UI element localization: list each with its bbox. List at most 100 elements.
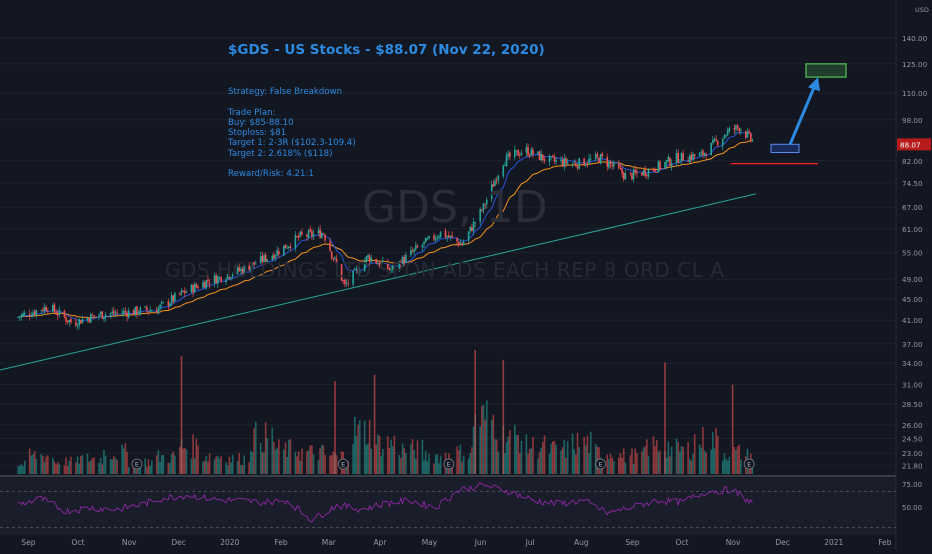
volume-bar [712, 431, 714, 474]
volume-bar [228, 456, 231, 474]
trade-plan-line: Strategy: False Breakdown [228, 87, 343, 97]
volume-bar [109, 459, 112, 474]
volume-bar [23, 460, 26, 474]
volume-bar [217, 455, 219, 474]
candle [63, 310, 66, 317]
volume-bar [583, 437, 585, 474]
y-tick-label: 67.00 [902, 203, 923, 212]
candle [745, 130, 747, 138]
volume-bar [644, 446, 646, 474]
volume-bar [329, 455, 331, 474]
volume-bar [548, 453, 551, 474]
volume-bar [278, 439, 280, 474]
volume-bar [358, 419, 361, 474]
volume-bar [91, 458, 94, 474]
candle [690, 154, 693, 160]
candle [457, 241, 460, 246]
candle [608, 162, 610, 168]
x-tick-label: Apr [373, 538, 387, 547]
volume-bar [405, 453, 407, 474]
candle [665, 160, 668, 164]
candle [746, 131, 749, 138]
volume-bar [578, 447, 580, 474]
candle [264, 254, 267, 262]
volume-bar [32, 454, 34, 474]
volume-bar [560, 450, 562, 474]
candle [368, 255, 371, 262]
volume-bar [390, 439, 392, 474]
rsi-pane [0, 478, 896, 532]
x-tick-label: Aug [574, 538, 589, 547]
candle [193, 283, 196, 293]
volume-spike-bar [180, 356, 183, 474]
rsi-line [18, 481, 753, 523]
chart-annotation-title[interactable]: $GDS - US Stocks - $88.07 (Nov 22, 2020) [228, 42, 545, 58]
candle [401, 256, 404, 267]
candle [358, 271, 361, 273]
candle [749, 133, 752, 140]
volume-bar [518, 453, 521, 474]
volume-bar [276, 447, 279, 474]
candle [613, 162, 615, 167]
volume-bar [324, 454, 326, 474]
watermark-symbol: GDS, 1D [362, 182, 548, 233]
candle [481, 209, 483, 211]
volume-bar [213, 459, 216, 474]
candle [151, 310, 153, 312]
volume-bar [155, 455, 158, 474]
y-tick-label: 55.00 [902, 249, 923, 258]
volume-bar [469, 453, 472, 474]
volume-bar [56, 461, 59, 474]
candle [641, 172, 643, 176]
volume-bar [740, 459, 742, 474]
candle [86, 318, 89, 321]
volume-bar [692, 453, 694, 474]
volume-bar [675, 438, 678, 474]
volume-bar [375, 444, 378, 474]
y-tick-label: 31.00 [902, 380, 923, 389]
volume-bar [248, 462, 250, 474]
candle [20, 314, 23, 318]
candle [502, 165, 505, 177]
candle [642, 169, 645, 175]
volume-bar [543, 435, 546, 474]
volume-bar [86, 453, 89, 474]
candle [375, 259, 378, 264]
candle [415, 245, 417, 250]
candle [179, 292, 181, 295]
volume-bar [641, 451, 643, 474]
volume-bar [693, 434, 696, 474]
volume-bar [345, 463, 348, 474]
candle [332, 257, 335, 260]
candle [215, 275, 217, 284]
volume-bar [149, 466, 151, 474]
candle [748, 131, 750, 133]
volume-bar [382, 448, 384, 474]
y-tick-label: 28.50 [902, 400, 923, 409]
trade-plan-notes[interactable]: Strategy: False Breakdown Trade Plan: Buy… [228, 87, 356, 180]
candle [80, 320, 82, 324]
y-tick-label: 21.80 [902, 461, 923, 470]
candle [426, 238, 429, 240]
candle [644, 169, 646, 176]
candle [190, 284, 193, 293]
candle [127, 310, 130, 318]
target-arrow-shaft [788, 84, 817, 146]
candle [347, 282, 349, 284]
candle [566, 162, 569, 165]
volume-bar [492, 414, 495, 474]
candle [710, 142, 712, 156]
candle [309, 229, 312, 232]
candle [251, 262, 254, 267]
candle [311, 230, 313, 237]
candle [352, 270, 354, 285]
candle [617, 163, 620, 168]
earnings-marker [743, 458, 755, 470]
sma-200-line [0, 193, 756, 371]
candle [687, 161, 689, 163]
volume-bar [594, 444, 597, 474]
candle [740, 130, 742, 132]
y-tick-label: 23.00 [902, 449, 923, 458]
